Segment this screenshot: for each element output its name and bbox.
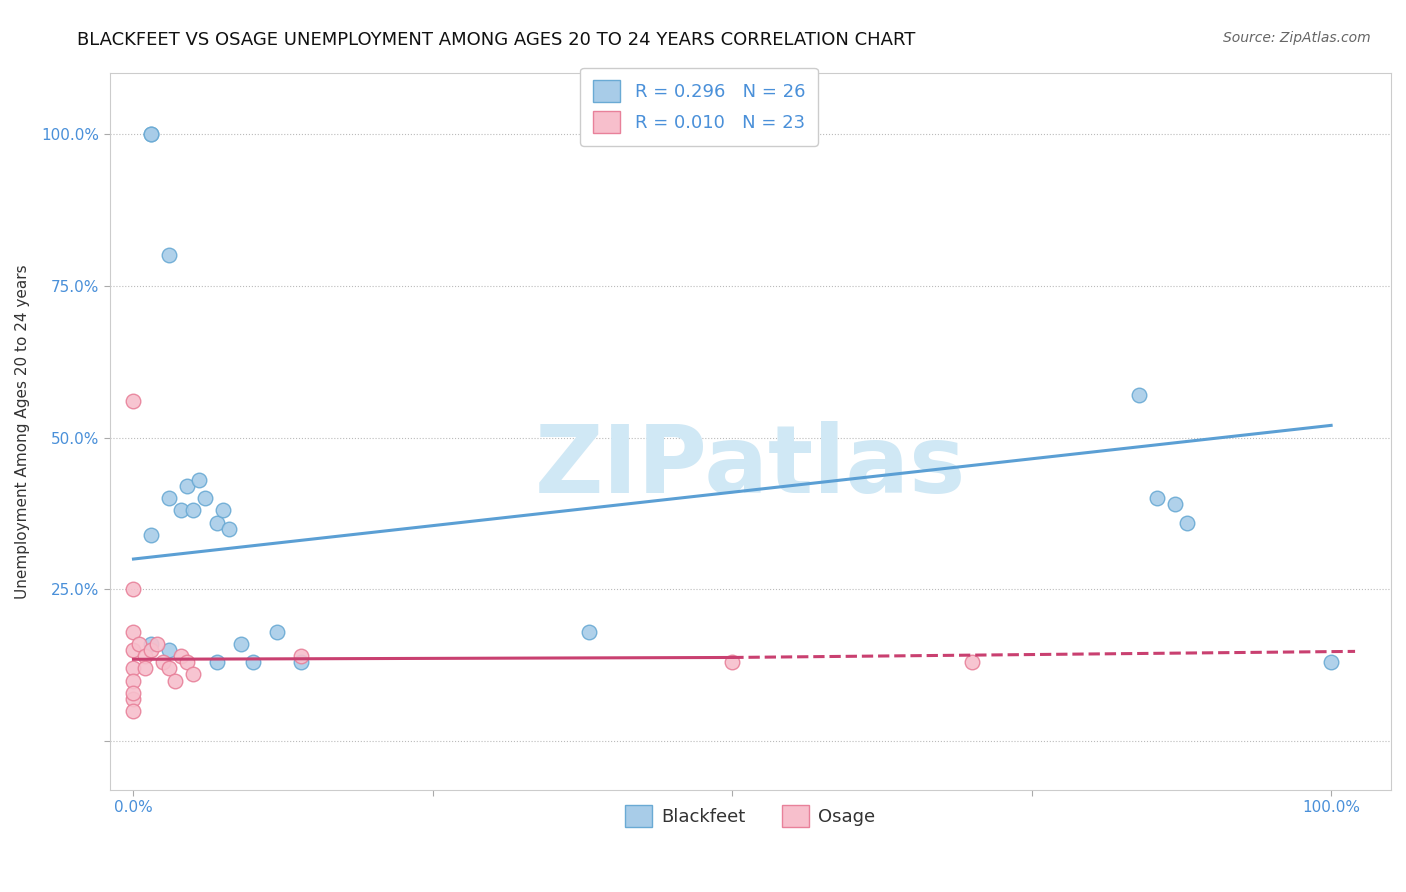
Point bbox=[1146, 491, 1168, 506]
Point bbox=[207, 516, 229, 530]
Point bbox=[134, 661, 156, 675]
Point bbox=[128, 637, 150, 651]
Point bbox=[157, 643, 180, 657]
Point bbox=[188, 473, 211, 487]
Point bbox=[183, 503, 205, 517]
Point bbox=[721, 656, 744, 670]
Point bbox=[152, 656, 174, 670]
Point bbox=[122, 661, 145, 675]
Point bbox=[122, 691, 145, 706]
Point bbox=[290, 656, 312, 670]
Point bbox=[578, 624, 600, 639]
Point bbox=[242, 656, 264, 670]
Y-axis label: Unemployment Among Ages 20 to 24 years: Unemployment Among Ages 20 to 24 years bbox=[15, 264, 30, 599]
Point bbox=[141, 643, 163, 657]
Point bbox=[218, 522, 240, 536]
Point bbox=[1177, 516, 1199, 530]
Point bbox=[1164, 497, 1187, 511]
Point bbox=[134, 649, 156, 664]
Point bbox=[212, 503, 235, 517]
Text: Source: ZipAtlas.com: Source: ZipAtlas.com bbox=[1223, 31, 1371, 45]
Point bbox=[170, 503, 193, 517]
Point bbox=[1128, 388, 1150, 402]
Point bbox=[141, 527, 163, 541]
Point bbox=[122, 704, 145, 718]
Point bbox=[141, 637, 163, 651]
Point bbox=[122, 394, 145, 409]
Text: BLACKFEET VS OSAGE UNEMPLOYMENT AMONG AGES 20 TO 24 YEARS CORRELATION CHART: BLACKFEET VS OSAGE UNEMPLOYMENT AMONG AG… bbox=[77, 31, 915, 49]
Point bbox=[122, 673, 145, 688]
Point bbox=[194, 491, 217, 506]
Point bbox=[170, 649, 193, 664]
Point bbox=[122, 582, 145, 597]
Point bbox=[141, 127, 163, 141]
Point bbox=[176, 656, 198, 670]
Point bbox=[157, 491, 180, 506]
Point bbox=[146, 637, 169, 651]
Point bbox=[960, 656, 983, 670]
Legend: Blackfeet, Osage: Blackfeet, Osage bbox=[619, 798, 883, 835]
Point bbox=[157, 248, 180, 262]
Point bbox=[141, 127, 163, 141]
Point bbox=[231, 637, 253, 651]
Point bbox=[207, 656, 229, 670]
Point bbox=[183, 667, 205, 681]
Point bbox=[1320, 656, 1343, 670]
Point bbox=[122, 624, 145, 639]
Point bbox=[266, 624, 288, 639]
Point bbox=[290, 649, 312, 664]
Point bbox=[157, 661, 180, 675]
Text: ZIPatlas: ZIPatlas bbox=[534, 421, 966, 513]
Point bbox=[122, 643, 145, 657]
Point bbox=[165, 673, 187, 688]
Point bbox=[176, 479, 198, 493]
Point bbox=[122, 686, 145, 700]
